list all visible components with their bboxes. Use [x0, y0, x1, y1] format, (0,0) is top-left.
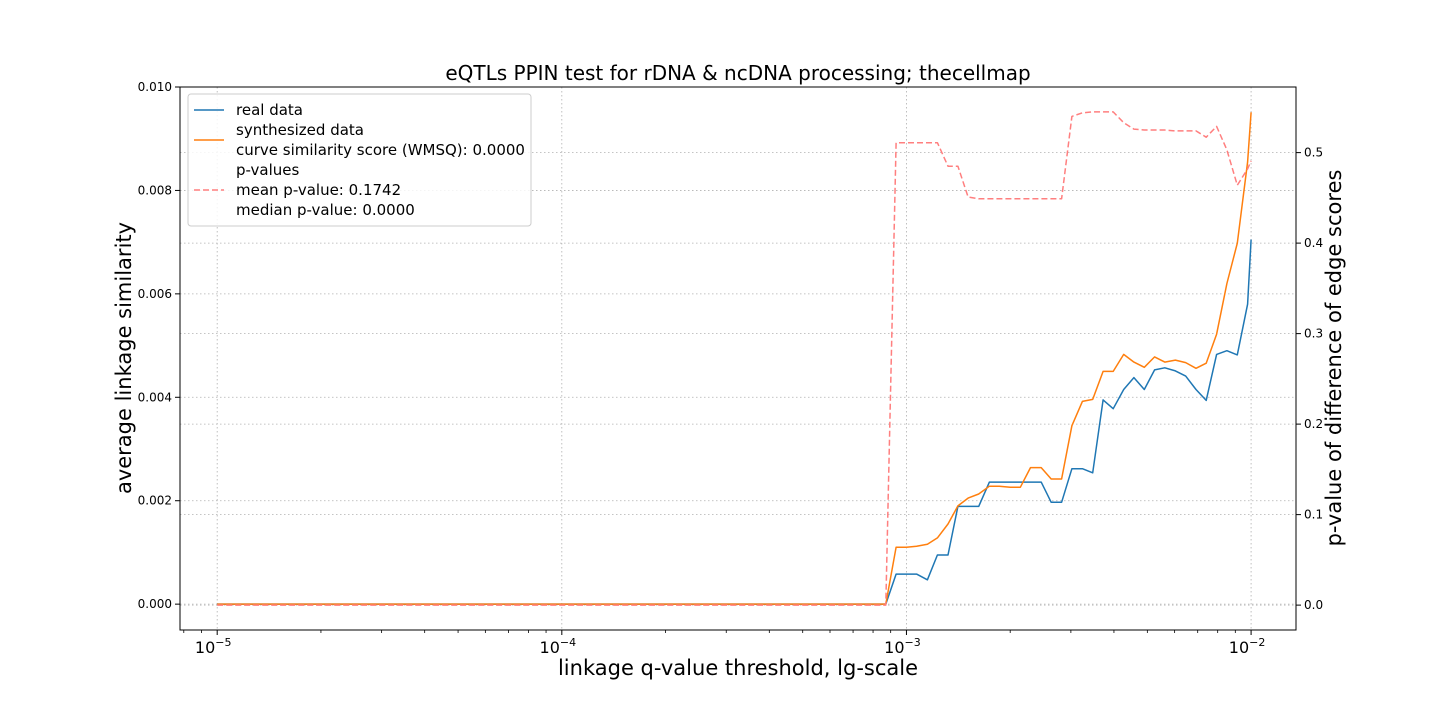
y2-tick-label: 0.5 [1304, 146, 1323, 160]
x-axis-label: linkage q-value threshold, lg-scale [558, 656, 918, 680]
y-tick-label: 0.006 [138, 287, 172, 301]
x-tick-label: 10−4 [540, 636, 577, 657]
y2-axis-label: p-value of difference of edge scores [1322, 170, 1346, 547]
series-line-real [217, 239, 1252, 605]
y2-tick-label: 0.4 [1304, 236, 1323, 250]
chart-title: eQTLs PPIN test for rDNA & ncDNA process… [445, 61, 1030, 85]
legend-label: median p-value: 0.0000 [236, 201, 415, 219]
y-tick-label: 0.010 [138, 80, 172, 94]
grid [180, 86, 1296, 630]
y2-tick-label: 0.0 [1304, 598, 1323, 612]
y-tick-label: 0.008 [138, 183, 172, 197]
legend-box [187, 93, 532, 227]
series-line-synthesized [217, 112, 1252, 605]
legend-label: real data [236, 101, 303, 119]
plot-frame [179, 86, 1297, 631]
x-tick-label: 10−3 [884, 636, 921, 657]
legend-label: synthesized data [236, 121, 364, 139]
y2-tick-label: 0.2 [1304, 417, 1323, 431]
y-tick-label: 0.000 [138, 597, 172, 611]
y-tick-label: 0.004 [138, 390, 172, 404]
y-tick-label: 0.002 [138, 494, 172, 508]
plot-lines [217, 111, 1252, 606]
x-tick-label: 10−2 [1229, 636, 1266, 657]
axis-ticks: 10−5 10−4 10−3 10−20.0000.0020.0040.0060.00… [138, 80, 1323, 657]
x-tick-label: 10−5 [195, 636, 232, 657]
legend-label: mean p-value: 0.1742 [236, 181, 401, 199]
legend-label: curve similarity score (WMSQ): 0.0000 [236, 141, 525, 159]
y2-tick-label: 0.1 [1304, 508, 1323, 522]
legend-label: p-values [236, 161, 300, 179]
legend: real data synthesized data curve similarit… [187, 93, 532, 227]
y2-tick-label: 0.3 [1304, 327, 1323, 341]
y-axis-label: average linkage similarity [112, 222, 136, 494]
